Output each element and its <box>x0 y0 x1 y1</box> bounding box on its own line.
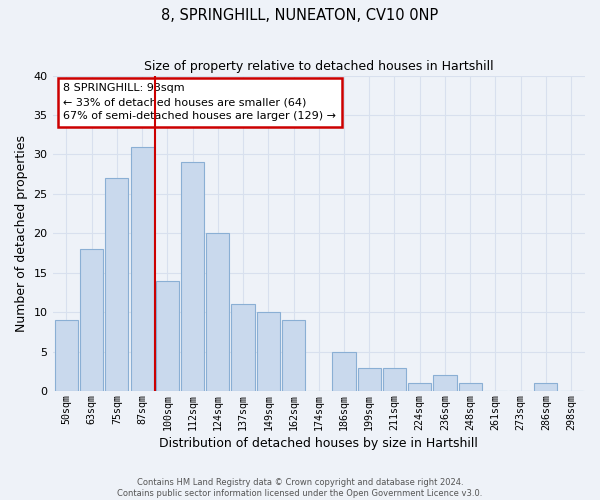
Bar <box>358 368 381 392</box>
Title: Size of property relative to detached houses in Hartshill: Size of property relative to detached ho… <box>144 60 494 73</box>
Bar <box>282 320 305 392</box>
Bar <box>257 312 280 392</box>
Bar <box>332 352 356 392</box>
Bar <box>383 368 406 392</box>
Bar <box>131 146 154 392</box>
Bar <box>534 384 557 392</box>
Bar <box>181 162 204 392</box>
Bar <box>206 234 229 392</box>
Bar <box>80 249 103 392</box>
Text: Contains HM Land Registry data © Crown copyright and database right 2024.
Contai: Contains HM Land Registry data © Crown c… <box>118 478 482 498</box>
Bar <box>433 376 457 392</box>
Y-axis label: Number of detached properties: Number of detached properties <box>15 135 28 332</box>
Bar <box>156 281 179 392</box>
X-axis label: Distribution of detached houses by size in Hartshill: Distribution of detached houses by size … <box>160 437 478 450</box>
Bar <box>232 304 254 392</box>
Bar <box>458 384 482 392</box>
Bar <box>408 384 431 392</box>
Text: 8 SPRINGHILL: 93sqm
← 33% of detached houses are smaller (64)
67% of semi-detach: 8 SPRINGHILL: 93sqm ← 33% of detached ho… <box>63 84 336 122</box>
Bar <box>105 178 128 392</box>
Bar <box>55 320 78 392</box>
Text: 8, SPRINGHILL, NUNEATON, CV10 0NP: 8, SPRINGHILL, NUNEATON, CV10 0NP <box>161 8 439 22</box>
